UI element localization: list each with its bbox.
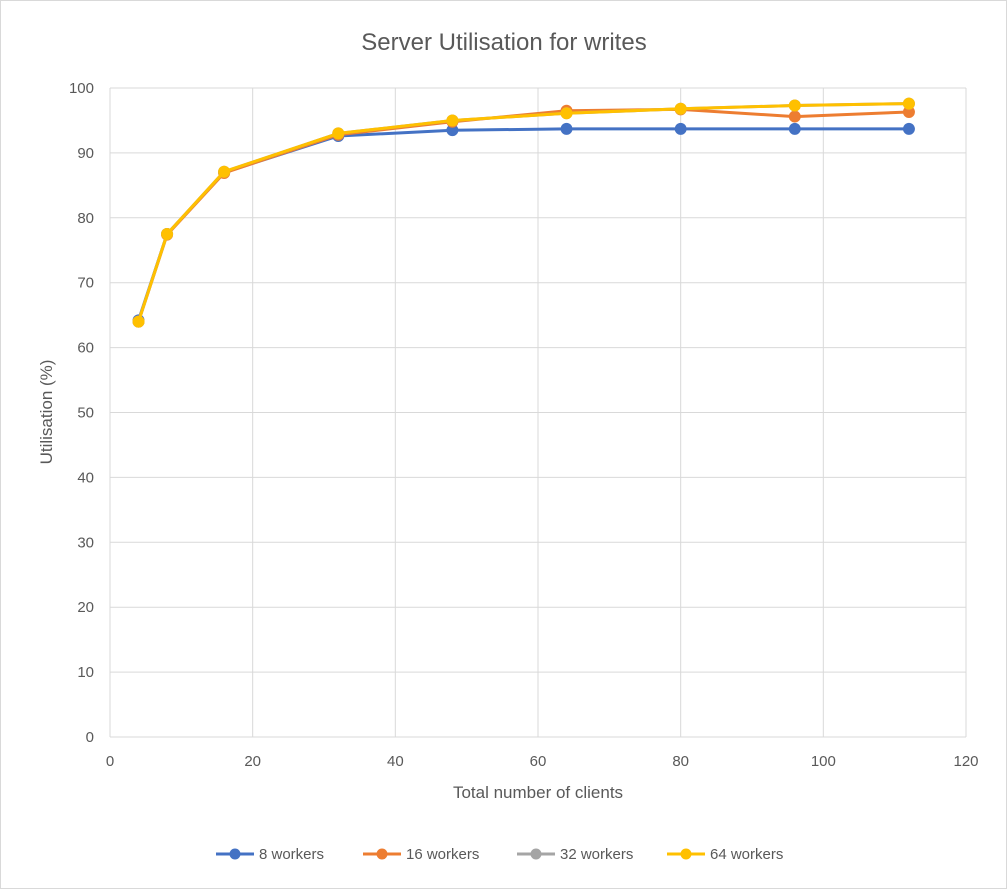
legend-item: 8 workers	[216, 846, 324, 863]
y-axis-title: Utilisation (%)	[37, 360, 56, 465]
data-point	[902, 97, 915, 110]
y-tick-label: 70	[77, 275, 94, 292]
legend-marker	[680, 848, 692, 860]
legend-label: 32 workers	[560, 846, 633, 863]
legend-item: 32 workers	[517, 846, 633, 863]
data-point	[161, 228, 174, 241]
y-tick-label: 80	[77, 210, 94, 227]
x-tick-label: 80	[672, 753, 689, 770]
x-axis-title: Total number of clients	[453, 783, 623, 802]
series-line	[137, 102, 911, 324]
x-tick-label: 60	[530, 753, 547, 770]
x-tick-label: 120	[953, 753, 978, 770]
legend-label: 16 workers	[406, 846, 479, 863]
y-tick-label: 30	[77, 534, 94, 551]
series-line	[137, 107, 911, 324]
data-point	[788, 99, 801, 112]
x-tick-label: 0	[106, 753, 114, 770]
series-16-workers	[132, 103, 915, 328]
y-tick-label: 60	[77, 340, 94, 357]
x-tick-label: 40	[387, 753, 404, 770]
data-point	[132, 315, 145, 328]
data-point	[788, 110, 801, 123]
y-tick-label: 90	[77, 145, 94, 162]
series-64-workers	[132, 97, 915, 328]
legend-label: 8 workers	[259, 846, 324, 863]
legend-marker	[229, 848, 241, 860]
y-tick-label: 10	[77, 664, 94, 681]
grid-layer	[109, 87, 967, 738]
legend-item: 64 workers	[667, 846, 783, 863]
data-point	[674, 122, 687, 135]
data-point	[788, 122, 801, 135]
y-tick-label: 100	[69, 80, 94, 97]
y-tick-label: 50	[77, 405, 94, 422]
y-tick-label: 20	[77, 599, 94, 616]
data-point	[674, 102, 687, 115]
chart-title: Server Utilisation for writes	[361, 29, 646, 56]
series-line	[137, 127, 911, 322]
legend-item: 16 workers	[363, 846, 479, 863]
legend-label: 64 workers	[710, 846, 783, 863]
legend-marker	[530, 848, 542, 860]
tick-layer: 0 10 20 30 40 50 60 70 80 90 100 0 20 40 60 80 100 120	[69, 80, 979, 770]
y-tick-label: 0	[86, 729, 94, 746]
data-point	[560, 122, 573, 135]
series-8-workers	[132, 122, 915, 327]
legend: 8 workers 16 workers 32 workers 64 workers	[216, 846, 783, 863]
data-point	[446, 114, 459, 127]
data-point	[560, 107, 573, 120]
data-point	[902, 122, 915, 135]
data-point	[218, 165, 231, 178]
series-line	[137, 102, 911, 324]
legend-marker	[376, 848, 388, 860]
y-tick-label: 40	[77, 469, 94, 486]
x-tick-label: 20	[244, 753, 261, 770]
series-layer	[132, 97, 915, 328]
data-point	[332, 127, 345, 140]
x-tick-label: 100	[811, 753, 836, 770]
